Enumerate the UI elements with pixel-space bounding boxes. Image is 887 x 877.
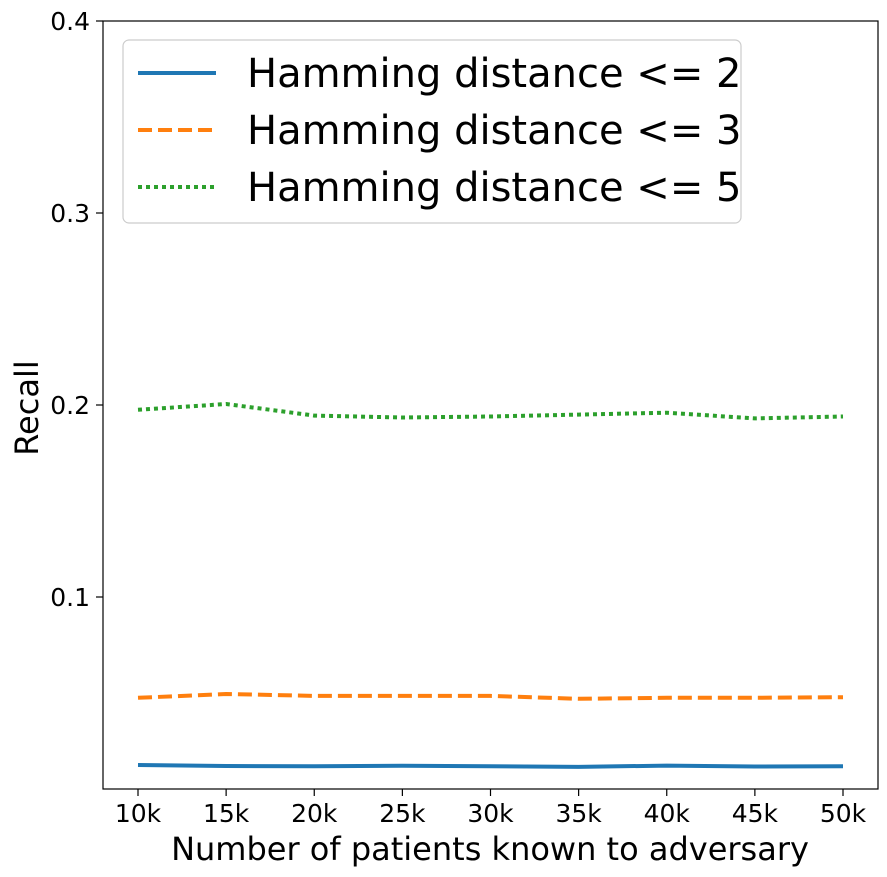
legend-label-3: Hamming distance <= 5 xyxy=(247,165,742,211)
x-tick-label: 20k xyxy=(291,799,338,828)
y-tick-label: 0.3 xyxy=(50,199,90,228)
legend: Hamming distance <= 2 Hamming distance <=… xyxy=(122,39,742,224)
x-axis: 10k 15k 20k 25k 30k 35k 40k 45k 50k xyxy=(115,789,867,828)
series-line-2 xyxy=(137,692,844,701)
y-tick-label: 0.4 xyxy=(50,7,90,36)
x-tick-label: 10k xyxy=(115,799,162,828)
legend-label-1: Hamming distance <= 2 xyxy=(247,51,742,97)
series-layer xyxy=(137,402,844,769)
y-axis: 0.1 0.2 0.3 0.4 xyxy=(50,7,103,612)
y-tick-label: 0.2 xyxy=(50,391,90,420)
x-tick-label: 15k xyxy=(203,799,250,828)
x-tick-label: 45k xyxy=(732,799,779,828)
x-tick-label: 50k xyxy=(820,799,867,828)
y-tick-label: 0.1 xyxy=(50,583,90,612)
y-axis-label: Recall xyxy=(8,360,46,455)
legend-box xyxy=(122,39,742,224)
legend-label-2: Hamming distance <= 3 xyxy=(247,108,742,154)
x-tick-label: 25k xyxy=(379,799,426,828)
series-line-1 xyxy=(137,763,844,769)
x-tick-label: 35k xyxy=(555,799,602,828)
x-tick-label: 40k xyxy=(644,799,691,828)
series-line-3 xyxy=(137,402,844,421)
x-axis-label: Number of patients known to adversary xyxy=(171,830,809,868)
x-tick-label: 30k xyxy=(467,799,514,828)
